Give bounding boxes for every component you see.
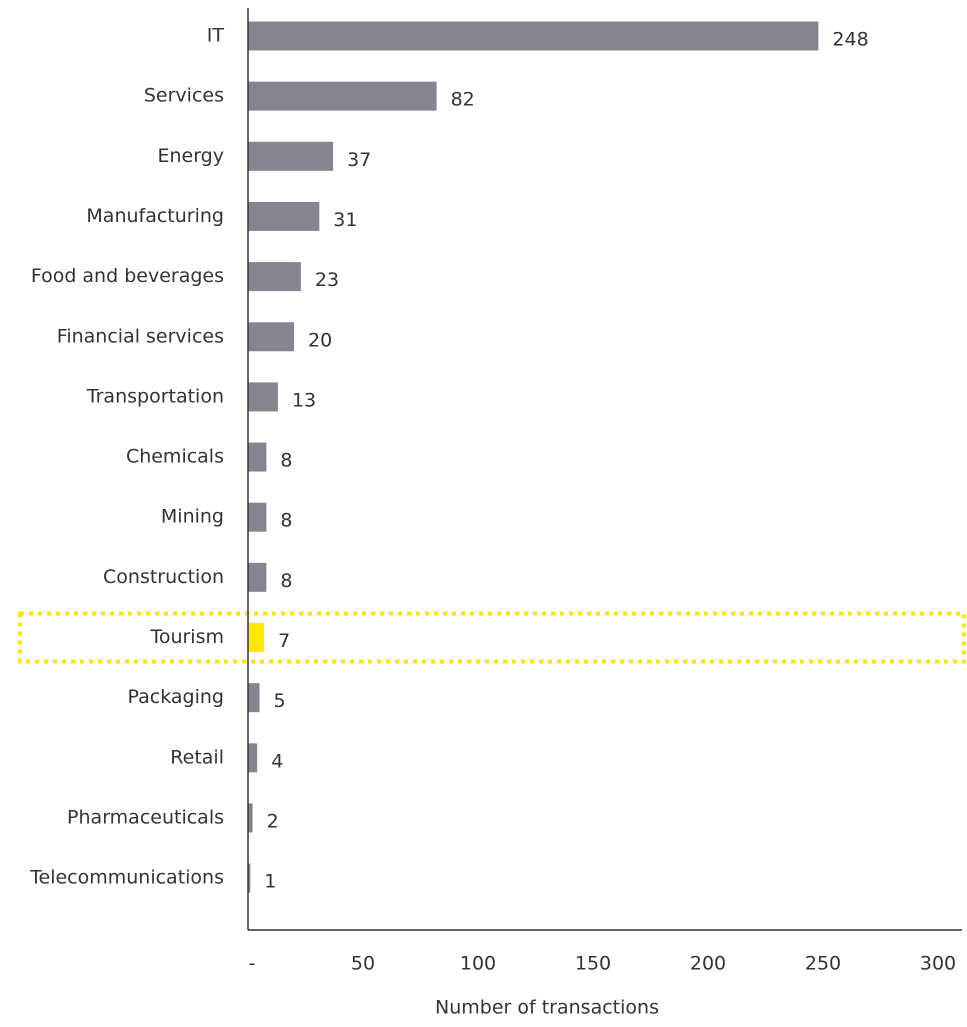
- x-tick-label: 250: [805, 953, 841, 975]
- value-label: 23: [315, 269, 339, 291]
- category-label: Services: [144, 85, 224, 107]
- category-label: Packaging: [128, 686, 224, 708]
- value-label: 13: [292, 389, 316, 411]
- bar: [248, 502, 267, 532]
- bar: [248, 803, 253, 833]
- value-label: 31: [333, 209, 357, 231]
- bar: [248, 743, 258, 773]
- value-label: 8: [280, 570, 292, 592]
- bar: [248, 21, 819, 51]
- bar: [248, 863, 251, 893]
- bar: [248, 442, 267, 472]
- x-axis-title: Number of transactions: [435, 997, 659, 1019]
- bar: [248, 382, 278, 412]
- value-label: 8: [280, 450, 292, 472]
- category-label: Food and beverages: [31, 265, 224, 287]
- bar: [248, 562, 267, 592]
- value-label: 20: [308, 329, 332, 351]
- x-tick-label: 100: [460, 953, 496, 975]
- value-label: 7: [278, 630, 290, 652]
- bar: [248, 81, 437, 111]
- x-tick-label: 300: [920, 953, 956, 975]
- category-label: Chemicals: [126, 446, 224, 468]
- category-label: IT: [207, 25, 225, 47]
- category-label: Retail: [170, 746, 224, 768]
- value-label: 1: [264, 871, 276, 893]
- bar: [248, 322, 294, 352]
- category-label: Transportation: [86, 385, 224, 407]
- category-label: Mining: [161, 506, 224, 528]
- category-label: Tourism: [149, 626, 224, 648]
- category-label: Financial services: [57, 325, 224, 347]
- value-label: 82: [451, 89, 475, 111]
- bar: [248, 262, 301, 292]
- category-label: Manufacturing: [86, 205, 224, 227]
- category-label: Construction: [103, 566, 224, 588]
- value-label: 4: [271, 750, 283, 772]
- bar: [248, 141, 334, 171]
- value-label: 5: [274, 690, 286, 712]
- value-label: 8: [280, 510, 292, 532]
- value-label: 37: [347, 149, 371, 171]
- bar: [248, 623, 265, 652]
- x-tick-label: 150: [575, 953, 611, 975]
- x-tick-label: -: [249, 953, 256, 975]
- x-tick-label: 200: [690, 953, 726, 975]
- bar: [248, 201, 320, 231]
- category-label: Energy: [157, 145, 224, 167]
- bar: [248, 683, 260, 713]
- x-tick-label: 50: [351, 953, 375, 975]
- value-label: 2: [267, 810, 279, 832]
- value-label: 248: [832, 29, 868, 51]
- highlight-box: [18, 611, 966, 664]
- category-label: Telecommunications: [29, 867, 224, 889]
- category-label: Pharmaceuticals: [67, 806, 224, 828]
